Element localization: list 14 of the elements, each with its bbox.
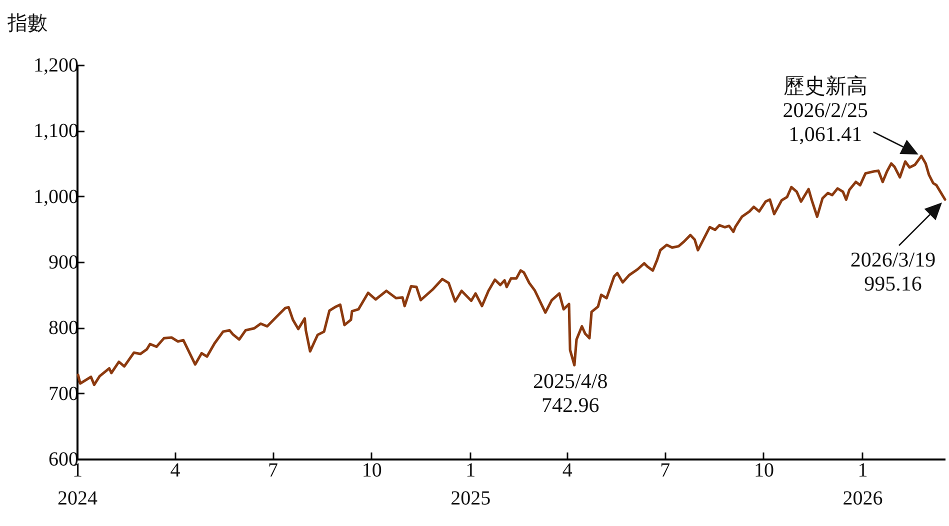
x-tick-label: 7 (268, 460, 278, 482)
x-tick-label: 10 (362, 460, 382, 482)
y-tick-label: 1,200 (34, 54, 78, 76)
x-tick-label: 4 (562, 460, 572, 482)
x-tick-label: 1 2025 (450, 460, 491, 510)
annotation: 2026/3/19 995.16 (850, 248, 936, 296)
y-axis-title: 指數 (6, 12, 48, 34)
annotation: 歷史新高 2026/2/25 1,061.41 (782, 74, 868, 146)
annotation: 2025/4/8 742.96 (533, 369, 608, 418)
x-tick-label: 4 (170, 460, 180, 482)
x-tick-label: 10 (754, 460, 774, 482)
line-series (76, 154, 946, 386)
x-tick-label: 1 2026 (842, 460, 883, 510)
x-tick-label: 7 (660, 460, 670, 482)
